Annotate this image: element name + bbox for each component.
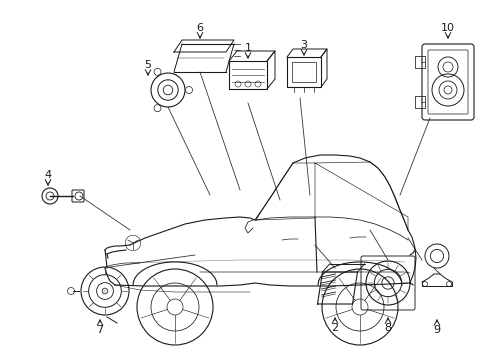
Circle shape [102, 288, 108, 294]
Text: 6: 6 [196, 23, 203, 33]
Text: 3: 3 [300, 40, 307, 50]
Text: 2: 2 [331, 323, 338, 333]
Text: 4: 4 [44, 170, 51, 180]
Text: 8: 8 [384, 323, 391, 333]
Text: 5: 5 [144, 60, 151, 70]
Text: 7: 7 [96, 325, 103, 335]
Text: 9: 9 [432, 325, 440, 335]
Text: 10: 10 [440, 23, 454, 33]
Text: 1: 1 [244, 43, 251, 53]
